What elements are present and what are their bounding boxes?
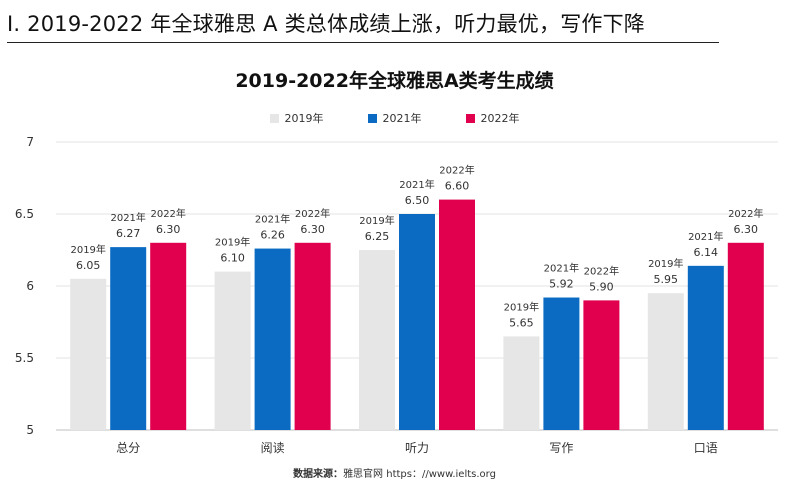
legend-swatch-2019 <box>269 113 279 123</box>
legend-item-2021: 2021年 <box>367 110 422 126</box>
data-label-series: 2022年 <box>439 164 474 177</box>
bar <box>70 278 107 430</box>
bar <box>254 248 291 430</box>
bar <box>503 336 540 430</box>
bar <box>439 199 475 430</box>
legend-item-2022: 2022年 <box>465 110 520 126</box>
data-label-series: 2019年 <box>359 214 394 227</box>
bar <box>359 250 395 430</box>
data-label: 6.25 <box>365 230 390 243</box>
bar <box>399 214 435 430</box>
bar <box>583 300 620 430</box>
x-tick-label: 总分 <box>116 441 140 455</box>
data-label: 6.30 <box>156 223 181 236</box>
title-divider <box>7 42 719 43</box>
data-label: 6.27 <box>116 227 141 240</box>
data-label-series: 2022年 <box>150 207 185 220</box>
data-label-series: 2021年 <box>110 211 145 224</box>
x-tick-label: 写作 <box>549 441 573 455</box>
data-label: 6.26 <box>260 229 285 242</box>
y-tick-label: 5.5 <box>15 351 34 365</box>
x-tick-label: 阅读 <box>261 441 285 455</box>
source-note: 数据来源：雅思官网 https：//www.ielts.org <box>0 465 789 480</box>
data-label-series: 2019年 <box>70 243 105 256</box>
x-tick-label: 听力 <box>405 441 429 455</box>
data-label-series: 2019年 <box>504 300 539 313</box>
data-label-series: 2019年 <box>215 236 250 249</box>
bar <box>647 293 684 430</box>
data-label-series: 2019年 <box>648 257 683 270</box>
bar <box>110 247 147 430</box>
bar <box>687 265 724 430</box>
legend-item-2019: 2019年 <box>269 110 324 126</box>
bar <box>150 242 187 430</box>
data-label-series: 2021年 <box>399 178 434 191</box>
legend-label-2019: 2019年 <box>284 112 324 125</box>
y-tick-label: 5 <box>26 423 34 437</box>
data-label: 5.92 <box>549 278 574 291</box>
data-label: 6.05 <box>76 259 101 272</box>
y-tick-label: 6.5 <box>15 207 34 221</box>
data-label-series: 2022年 <box>295 207 330 220</box>
bar <box>214 271 251 430</box>
data-label-series: 2022年 <box>728 207 763 220</box>
bar <box>727 242 764 430</box>
x-tick-label: 口语 <box>694 441 718 455</box>
data-label: 6.60 <box>445 180 470 193</box>
data-label-series: 2021年 <box>255 213 290 226</box>
data-label: 6.50 <box>405 194 430 207</box>
y-tick-label: 6 <box>26 279 34 293</box>
data-label: 6.30 <box>300 223 325 236</box>
section-title: I. 2019-2022 年全球雅思 A 类总体成绩上涨，听力最优，写作下降 <box>7 12 645 36</box>
source-label: 数据来源： <box>293 469 344 480</box>
data-label: 6.14 <box>694 246 719 259</box>
data-label-series: 2021年 <box>688 230 723 243</box>
bar <box>543 297 580 430</box>
legend-label-2021: 2021年 <box>382 112 422 125</box>
data-label-series: 2022年 <box>584 264 619 277</box>
legend-swatch-2021 <box>367 113 377 123</box>
bar <box>294 242 331 430</box>
y-tick-label: 7 <box>26 135 34 149</box>
legend-label-2022: 2022年 <box>480 112 520 125</box>
data-label-series: 2021年 <box>544 262 579 275</box>
legend-swatch-2022 <box>465 113 475 123</box>
data-label: 6.10 <box>220 252 245 265</box>
data-label: 6.30 <box>734 223 759 236</box>
source-text: 雅思官网 https：//www.ielts.org <box>343 469 496 480</box>
chart-legend: 2019年 2021年 2022年 <box>0 110 789 126</box>
data-label: 5.65 <box>509 316 534 329</box>
data-label: 5.90 <box>589 280 614 293</box>
data-label: 5.95 <box>654 273 679 286</box>
chart-title: 2019-2022年全球雅思A类考生成绩 <box>235 70 554 92</box>
